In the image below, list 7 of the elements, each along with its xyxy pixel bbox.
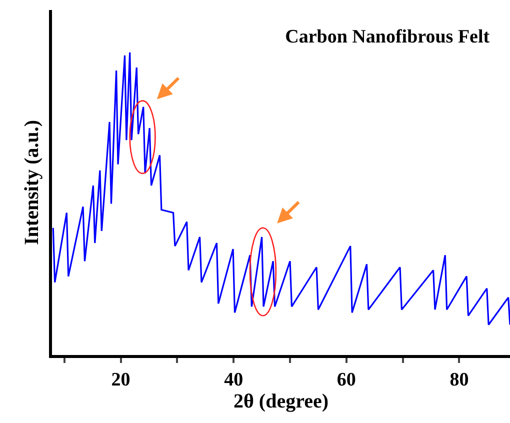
x-tick-label: 80: [450, 370, 469, 391]
chart-title: Carbon Nanofibrous Felt: [285, 26, 490, 48]
x-tick-label: 40: [224, 370, 244, 391]
x-tick-label: 60: [336, 370, 356, 391]
y-axis-title: Intensity (a.u.): [20, 120, 43, 246]
x-tick-label: 20: [111, 370, 130, 391]
x-axis-title: 2θ (degree): [233, 390, 329, 413]
